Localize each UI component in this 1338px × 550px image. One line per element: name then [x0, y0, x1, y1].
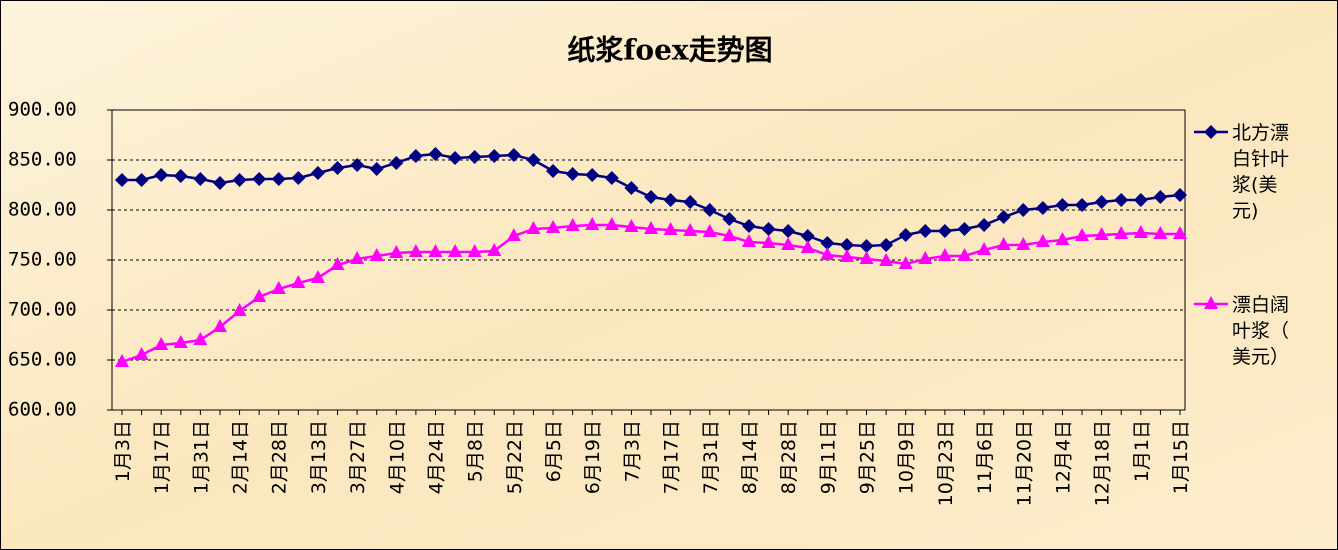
x-tick-label: 2月28日: [269, 420, 291, 494]
x-tick-label: 3月27日: [347, 420, 369, 494]
x-tick-label: 1月17日: [151, 420, 173, 494]
x-tick-label: 10月23日: [935, 420, 957, 506]
x-tick-label: 1月3日: [112, 420, 134, 482]
x-tick-label: 8月14日: [739, 420, 761, 494]
x-tick-label: 10月9日: [896, 420, 918, 494]
x-tick-label: 9月11日: [817, 420, 839, 494]
x-tick-label: 4月24日: [425, 420, 447, 494]
x-tick-label: 2月14日: [230, 420, 252, 494]
y-tick-label: 800.00: [8, 199, 77, 221]
x-tick-label: 7月3日: [621, 420, 643, 482]
y-tick-label: 700.00: [8, 299, 77, 321]
x-tick-label: 1月31日: [190, 420, 212, 494]
x-tick-label: 5月22日: [504, 420, 526, 494]
y-tick-label: 750.00: [8, 249, 77, 271]
legend-label: 漂白阔叶浆（美元）: [1232, 294, 1289, 368]
chart-title: 纸浆foex走势图: [567, 34, 772, 67]
x-tick-label: 3月13日: [308, 420, 330, 494]
x-tick-label: 7月31日: [700, 420, 722, 494]
x-tick-label: 1月1日: [1131, 420, 1153, 482]
x-tick-label: 11月6日: [974, 420, 996, 494]
x-tick-label: 4月10日: [386, 420, 408, 494]
x-tick-label: 11月20日: [1013, 420, 1035, 506]
y-tick-label: 850.00: [8, 149, 77, 171]
x-tick-label: 6月19日: [582, 420, 604, 494]
x-tick-label: 9月25日: [857, 420, 879, 494]
x-tick-label: 12月18日: [1092, 420, 1114, 506]
x-tick-label: 12月4日: [1052, 420, 1074, 494]
y-tick-label: 900.00: [8, 99, 77, 121]
x-tick-label: 7月17日: [661, 420, 683, 494]
chart: 纸浆foex走势图 600.00 650.00 700.00 750.00 800.00…: [0, 0, 1338, 550]
x-tick-label: 5月8日: [465, 420, 487, 482]
x-tick-label: 1月15日: [1170, 420, 1192, 494]
y-tick-label: 600.00: [8, 399, 77, 421]
x-tick-label: 6月5日: [543, 420, 565, 482]
y-tick-label: 650.00: [8, 349, 77, 371]
x-tick-label: 8月28日: [778, 420, 800, 494]
